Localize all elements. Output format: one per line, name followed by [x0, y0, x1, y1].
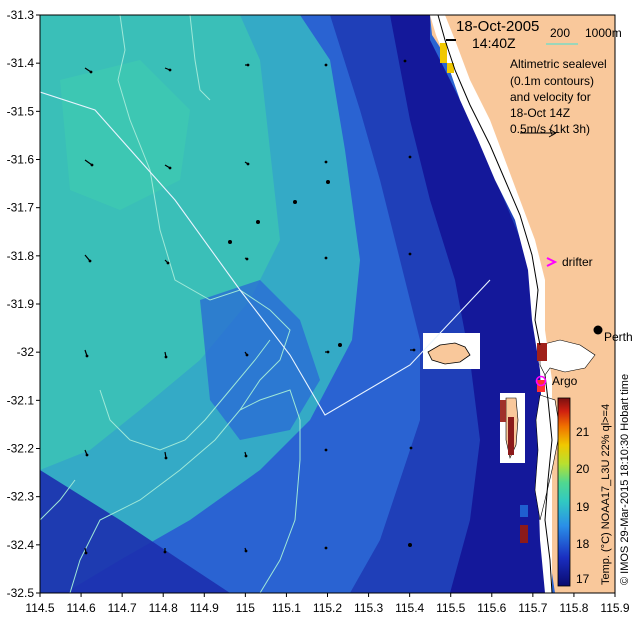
x-tick-label: 115.2 — [313, 601, 342, 615]
drifter-marker-icon — [546, 257, 558, 267]
colorbar-tick-20: 20 — [576, 462, 590, 476]
velocity-scale-arrowhead — [548, 128, 557, 138]
colorbar-tick-17: 17 — [576, 572, 590, 586]
velocity-arrowhead — [85, 453, 89, 457]
info-line-3: and velocity for — [510, 90, 591, 104]
velocity-dot — [338, 343, 342, 347]
x-tick-label: 115 — [236, 601, 255, 615]
velocity-dot — [408, 543, 412, 547]
x-tick-label: 114.9 — [190, 601, 219, 615]
colorbar-label: Temp. (°C) NOAA17_L3U 22% ql>=4 — [600, 403, 612, 585]
argo-marker-icon — [535, 375, 547, 387]
drifter-label: drifter — [562, 255, 593, 269]
velocity-arrowhead — [326, 350, 330, 354]
velocity-arrowhead — [245, 257, 249, 261]
info-line-1: Altimetric sealevel — [510, 57, 607, 71]
y-axis-ticks: -31.3 -31.4 -31.5 -31.6 -31.7 -31.8 -31.9 -32 -3… — [7, 8, 40, 600]
velocity-arrowhead — [85, 354, 89, 358]
perth-label: Perth — [604, 330, 633, 344]
x-tick-label: 114.7 — [108, 601, 137, 615]
info-line-4: 18-Oct 14Z — [510, 106, 571, 120]
y-tick-label: -32 — [17, 345, 35, 359]
y-tick-label: -31.3 — [7, 8, 35, 22]
colorbar — [557, 397, 571, 587]
velocity-arrowhead — [90, 163, 94, 167]
info-line-2: (0.1m contours) — [510, 74, 595, 88]
velocity-arrowhead — [168, 68, 172, 72]
velocity-arrowhead — [245, 353, 249, 357]
y-tick-label: -32.3 — [7, 490, 35, 504]
velocity-dot — [326, 180, 330, 184]
x-tick-label: 114.6 — [67, 601, 96, 615]
velocity-arrowhead — [166, 261, 170, 265]
velocity-arrow — [84, 159, 93, 166]
x-tick-label: 114.8 — [149, 601, 178, 615]
y-tick-label: -31.5 — [7, 104, 35, 118]
velocity-arrowhead — [408, 155, 412, 159]
argo-label: Argo — [552, 374, 578, 388]
time-label: 14:40Z — [472, 35, 516, 51]
velocity-arrowhead — [324, 63, 328, 67]
date-label: 18-Oct-2005 — [456, 18, 540, 35]
y-tick-label: -32.4 — [7, 538, 35, 552]
y-tick-label: -31.4 — [7, 56, 35, 70]
velocity-arrowhead — [84, 551, 88, 555]
x-tick-label: 115.7 — [518, 601, 547, 615]
isobath-label-200: 200 — [550, 26, 571, 40]
x-tick-label: 115.4 — [395, 601, 424, 615]
velocity-arrowhead — [88, 259, 92, 263]
velocity-arrowhead — [168, 166, 172, 170]
velocity-arrowhead — [409, 446, 413, 450]
velocity-arrowhead — [408, 252, 412, 256]
perth-marker-icon — [593, 325, 603, 335]
credit-text: © IMOS 29-Mar-2015 18:10:30 Hobart time — [619, 373, 631, 585]
y-tick-label: -31.6 — [7, 153, 35, 167]
velocity-arrowhead — [412, 348, 416, 352]
x-tick-label: 115.6 — [477, 601, 506, 615]
velocity-arrowhead — [403, 59, 407, 63]
y-tick-label: -31.8 — [7, 249, 35, 263]
y-tick-label: -31.7 — [7, 201, 35, 215]
x-tick-label: 115.1 — [272, 601, 301, 615]
colorbar-tick-18: 18 — [576, 537, 590, 551]
velocity-dot — [228, 240, 232, 244]
y-tick-label: -32.1 — [7, 393, 35, 407]
colorbar-tick-19: 19 — [576, 500, 590, 514]
x-axis-ticks: 114.5 114.6 114.7 114.8 114.9 115 115.1 115.2 11… — [25, 593, 630, 615]
x-tick-label: 115.9 — [600, 601, 629, 615]
info-line-5: 0.5m/s (1kt 3h) — [510, 122, 591, 136]
velocity-arrowhead — [164, 456, 168, 460]
velocity-arrowhead — [244, 549, 248, 553]
x-tick-label: 115.5 — [436, 601, 465, 615]
velocity-arrowhead — [324, 256, 328, 260]
isobath-line — [40, 91, 491, 416]
velocity-dot — [256, 220, 260, 224]
sealevel-contours — [40, 15, 301, 593]
velocity-arrowhead — [244, 454, 248, 458]
y-tick-label: -32.5 — [7, 586, 35, 600]
y-tick-label: -32.2 — [7, 442, 35, 456]
velocity-arrowhead — [246, 162, 250, 166]
velocity-arrowhead — [324, 448, 328, 452]
velocity-arrowhead — [89, 70, 93, 74]
velocity-arrowhead — [164, 355, 168, 359]
velocity-arrowhead — [324, 160, 328, 164]
velocity-dot — [293, 200, 297, 204]
colorbar-tick-21: 21 — [576, 425, 590, 439]
isobath-label-1000: 1000m — [585, 26, 622, 40]
velocity-arrowhead — [163, 550, 167, 554]
velocity-arrowhead — [246, 63, 250, 67]
x-tick-label: 115.8 — [559, 601, 588, 615]
velocity-arrows — [84, 59, 416, 555]
velocity-arrowhead — [324, 546, 328, 550]
x-tick-label: 115.3 — [354, 601, 383, 615]
y-tick-label: -31.9 — [7, 297, 35, 311]
x-tick-label: 114.5 — [25, 601, 54, 615]
